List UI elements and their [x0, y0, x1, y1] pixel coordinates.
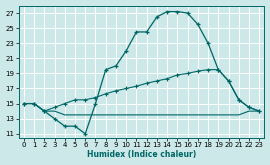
X-axis label: Humidex (Indice chaleur): Humidex (Indice chaleur)	[87, 150, 196, 159]
